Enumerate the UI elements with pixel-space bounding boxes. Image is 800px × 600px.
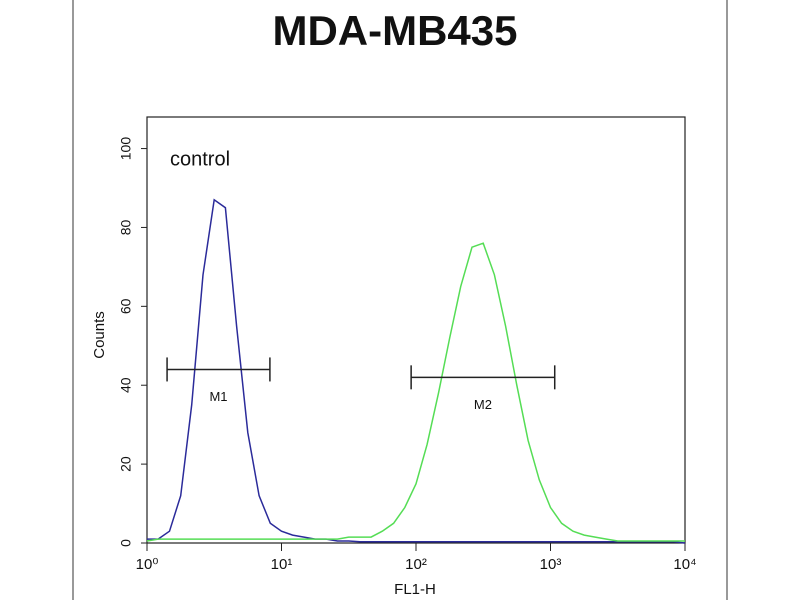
x-axis-label: FL1-H: [394, 581, 436, 598]
y-tick-label: 60: [118, 298, 134, 314]
x-tick-label: 10³: [540, 556, 562, 573]
x-tick-label: 10²: [405, 556, 427, 573]
chart-title: MDA-MB435: [272, 7, 517, 54]
y-tick-label: 80: [118, 219, 134, 235]
y-tick-label: 20: [118, 456, 134, 472]
y-tick-label: 100: [118, 137, 134, 161]
x-tick-label: 10⁰: [136, 556, 159, 573]
series-line: [147, 198, 686, 544]
marker-label: M1: [209, 389, 227, 404]
annotation: control: [170, 148, 230, 170]
y-axis-label: Counts: [91, 311, 108, 359]
series-line: [146, 242, 685, 542]
marker-label: M2: [474, 397, 492, 412]
y-tick-label: 40: [118, 377, 134, 393]
x-tick-label: 10¹: [271, 556, 293, 573]
x-tick-label: 10⁴: [673, 556, 696, 573]
y-tick-label: 0: [118, 539, 134, 547]
